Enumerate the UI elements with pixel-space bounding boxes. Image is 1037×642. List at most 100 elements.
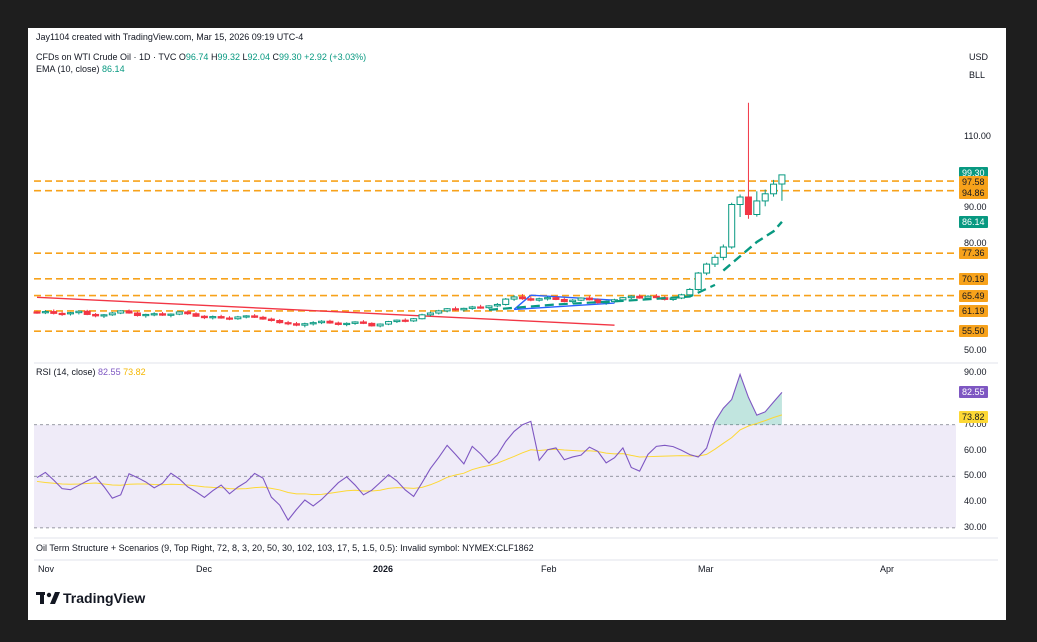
close-value: 99.30	[279, 52, 302, 62]
candle-body	[125, 310, 133, 314]
candle-body	[41, 311, 49, 314]
price-label-level: 77.36	[959, 247, 988, 260]
candle-body	[184, 311, 192, 315]
ema-value: 86.14	[102, 64, 125, 74]
candle-body	[142, 313, 150, 317]
rsi-ma-value: 73.82	[123, 367, 146, 377]
symbol-title: CFDs on WTI Crude Oil · 1D · TVC	[36, 52, 177, 62]
rsi-line	[36, 372, 783, 522]
price-label-level: 70.19	[959, 272, 988, 285]
rsi-tick-label: 70.00	[964, 418, 987, 429]
candle-body	[485, 305, 493, 309]
candle-body	[50, 311, 58, 314]
candle-body	[518, 296, 526, 300]
chart-canvas[interactable]	[28, 28, 1006, 620]
candle-body	[761, 193, 769, 202]
candle-body	[652, 295, 660, 299]
candle-body	[150, 313, 158, 316]
candle-body	[544, 297, 552, 300]
price-label-last: 99.30	[959, 166, 988, 179]
candle-body	[385, 321, 393, 325]
price-tick-label: 110.00	[964, 130, 991, 141]
rsi-overbought-fill	[714, 374, 782, 425]
candle-body	[493, 303, 501, 307]
candle-body	[502, 298, 510, 305]
time-tick-label: Feb	[541, 564, 557, 574]
candle-body	[159, 313, 167, 316]
candle-body	[694, 272, 702, 290]
price-label-level: 65.49	[959, 289, 988, 302]
candle-body	[452, 308, 459, 311]
price-label-ema: 86.14	[959, 215, 988, 228]
time-tick-label: Mar	[698, 564, 714, 574]
candle-body	[627, 295, 635, 299]
candle-body	[200, 315, 208, 319]
candle-body	[619, 297, 627, 301]
candle-body	[133, 312, 141, 317]
candle-body	[167, 313, 175, 316]
legend-main: CFDs on WTI Crude Oil · 1D · TVC O96.74 …	[36, 52, 366, 62]
chart-card: Jay1104 created with TradingView.com, Ma…	[28, 28, 1006, 620]
candle-body	[410, 318, 418, 322]
candle-body	[334, 322, 342, 325]
candle-body	[83, 310, 91, 315]
candle-body	[259, 316, 267, 320]
candle-body	[100, 314, 108, 317]
candle-body	[418, 314, 426, 320]
candle-body	[318, 320, 326, 324]
rsi-tick-label: 60.00	[964, 444, 987, 455]
rsi-ma-value-label: 73.82	[959, 410, 988, 423]
rsi-value: 82.55	[98, 367, 121, 377]
candle-body	[401, 319, 409, 322]
currency-label[interactable]: USD	[969, 52, 989, 62]
open-label: O	[178, 52, 186, 62]
high-label: H	[210, 52, 218, 62]
candle-body	[251, 315, 259, 318]
candle-body	[435, 310, 443, 314]
candle-body	[636, 295, 644, 299]
candle-body	[753, 200, 761, 216]
candle-body	[343, 322, 351, 326]
candle-body	[719, 246, 727, 258]
candle-body	[351, 321, 359, 324]
candle-body	[75, 310, 83, 314]
candle-body	[426, 312, 434, 316]
candle-body	[276, 320, 284, 324]
candle-body	[510, 296, 518, 300]
candle-body	[552, 297, 560, 300]
candle-body	[703, 263, 711, 274]
unit-label[interactable]: BLL	[969, 70, 986, 80]
candle-body	[770, 183, 778, 195]
candle-body	[468, 306, 476, 309]
legend-rsi: RSI (14, close) 82.55 73.82	[36, 367, 146, 377]
change-value: +2.92 (+3.03%)	[304, 52, 367, 62]
candle-body	[117, 310, 125, 314]
candle-body	[292, 323, 300, 326]
legend-ema: EMA (10, close) 86.14	[36, 64, 125, 74]
channel-lower-line	[514, 302, 615, 311]
candle-body	[527, 298, 535, 301]
candle-body	[686, 288, 694, 296]
candle-body	[569, 299, 577, 303]
candle-body	[309, 322, 317, 325]
candle-body	[234, 316, 242, 320]
candle-body	[460, 307, 468, 311]
tradingview-logo[interactable]: TradingView	[36, 590, 145, 606]
ema-line	[722, 221, 783, 272]
price-tick-label: 80.00	[964, 237, 987, 248]
tradingview-logo-icon	[36, 592, 60, 604]
candle-body	[209, 316, 217, 319]
candle-body	[644, 295, 652, 299]
price-tick-label: 50.00	[964, 344, 987, 355]
price-label-level: 55.50	[959, 325, 988, 338]
candle-body	[368, 322, 376, 327]
candle-body	[393, 319, 401, 323]
downtrend-line	[36, 296, 615, 326]
rsi-tick-label: 90.00	[964, 367, 987, 378]
low-label: L	[242, 52, 248, 62]
candle-body	[92, 313, 100, 317]
candle-body	[175, 311, 183, 315]
high-value: 99.32	[217, 52, 240, 62]
candle-body	[301, 323, 309, 326]
candle-body	[192, 313, 200, 317]
